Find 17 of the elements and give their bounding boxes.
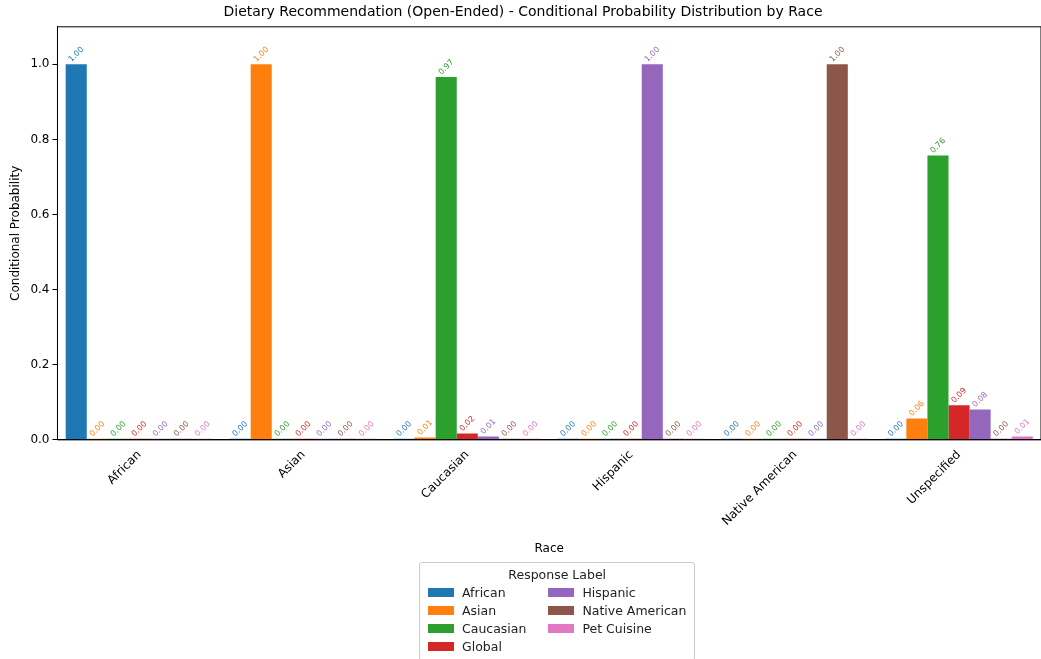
x-axis-title: Race <box>534 540 564 555</box>
legend-label: Caucasian <box>462 621 527 636</box>
legend-label: Pet Cuisine <box>582 621 652 636</box>
legend-label: Hispanic <box>582 585 636 600</box>
legend-label: Asian <box>462 603 497 618</box>
legend-title: Response Label <box>507 567 608 582</box>
y-tick-label: 1.0 <box>30 56 50 71</box>
y-tick-label: 0.6 <box>30 206 50 221</box>
y-axis-title: Conditional Probability <box>8 165 23 301</box>
y-tick-label: 0.4 <box>30 281 50 296</box>
y-tick-label: 0.8 <box>30 131 50 146</box>
legend-label: Global <box>462 639 502 654</box>
legend-label: African <box>462 585 506 600</box>
y-tick-label: 0.2 <box>30 356 50 371</box>
legend-label: Native American <box>582 603 687 618</box>
chart-title: Dietary Recommendation (Open-Ended) - Conditional Probability Distribution by Race <box>223 3 823 20</box>
y-tick-label: 0.0 <box>30 431 50 446</box>
